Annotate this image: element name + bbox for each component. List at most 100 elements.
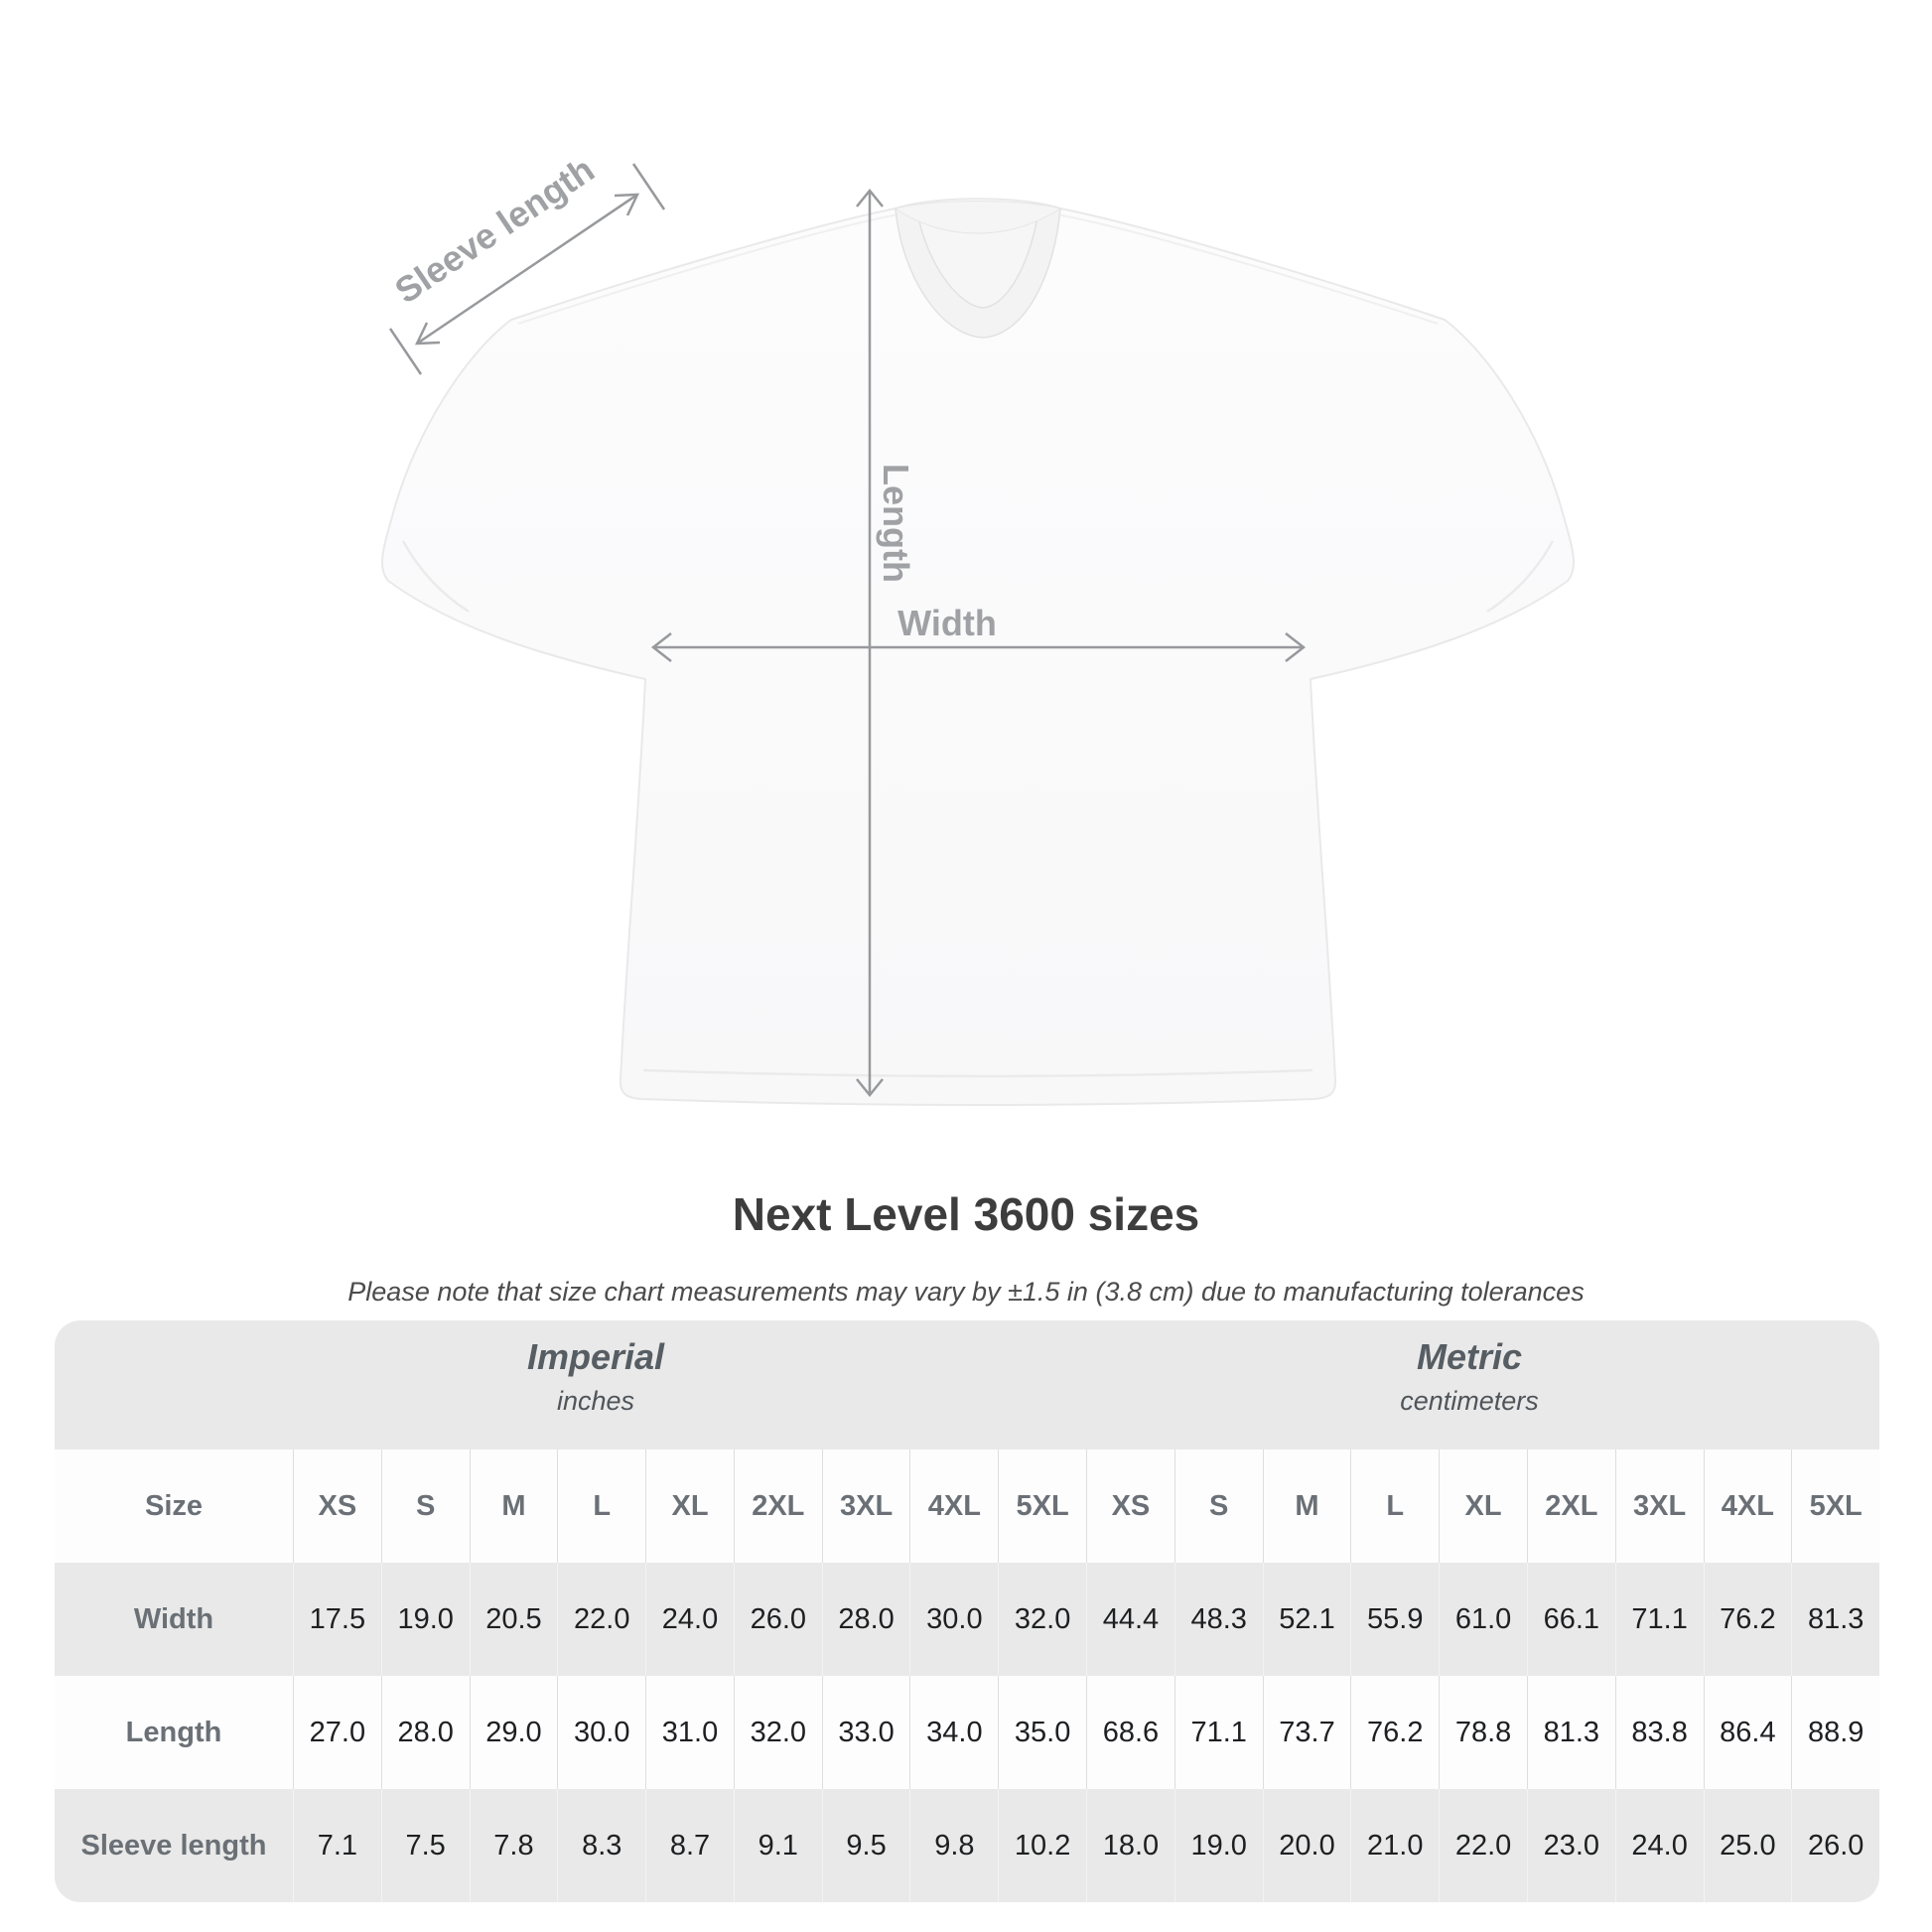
table-cell: 48.3 [1173, 1563, 1263, 1676]
table-cell: 9.5 [821, 1789, 910, 1902]
table-cell: 32.0 [733, 1676, 822, 1789]
size-column-header: XS [1086, 1449, 1174, 1563]
size-column-header: 5XL [998, 1449, 1086, 1563]
size-table: Size XS S M L XL 2XL 3XL 4XL 5XL XS S M L XL 2XL 3XL 4XL 5… [55, 1449, 1879, 1902]
size-column-header: S [380, 1449, 470, 1563]
size-column-header: 2XL [733, 1449, 822, 1563]
table-cell: 22.0 [557, 1563, 645, 1676]
table-cell: 7.1 [293, 1789, 381, 1902]
table-cell: 23.0 [1526, 1789, 1615, 1902]
table-cell: 24.0 [1614, 1789, 1704, 1902]
width-label: Width [897, 603, 997, 643]
metric-unit-label: centimeters [1400, 1386, 1539, 1416]
table-cell: 18.0 [1086, 1789, 1174, 1902]
table-cell: 55.9 [1350, 1563, 1439, 1676]
table-cell: 81.3 [1526, 1676, 1615, 1789]
table-cell: 19.0 [1173, 1789, 1263, 1902]
table-cell: 73.7 [1262, 1676, 1351, 1789]
table-cell: 8.7 [645, 1789, 734, 1902]
size-column-header: XS [293, 1449, 381, 1563]
table-cell: 66.1 [1526, 1563, 1615, 1676]
table-cell: 17.5 [293, 1563, 381, 1676]
imperial-group-header: Imperial inches [397, 1320, 794, 1449]
row-label: Length [125, 1716, 222, 1748]
size-column-header: S [1173, 1449, 1263, 1563]
sleeve-stitch-right [1486, 540, 1555, 614]
table-cell: 86.4 [1703, 1676, 1792, 1789]
hem-stitch [642, 1068, 1313, 1078]
table-cell: 81.3 [1791, 1563, 1879, 1676]
shoulder-seam-right [1056, 213, 1439, 325]
row-label: Width [133, 1602, 214, 1635]
table-cell: 7.8 [469, 1789, 558, 1902]
length-arrow [856, 189, 884, 1097]
size-column-header: M [469, 1449, 558, 1563]
table-cell: 34.0 [909, 1676, 998, 1789]
table-cell: 10.2 [998, 1789, 1086, 1902]
size-column-header: 2XL [1526, 1449, 1615, 1563]
table-cell: 26.0 [1791, 1789, 1879, 1902]
row-label: Sleeve length [80, 1829, 267, 1862]
table-cell: 44.4 [1086, 1563, 1174, 1676]
table-cell: 21.0 [1350, 1789, 1439, 1902]
table-cell: 33.0 [821, 1676, 910, 1789]
size-column-header: 4XL [1703, 1449, 1792, 1563]
size-column-header: 5XL [1791, 1449, 1879, 1563]
table-cell: 28.0 [821, 1563, 910, 1676]
sleeve-length-arrow [388, 163, 666, 375]
size-table-panel: Imperial inches Metric centimeters Size X… [55, 1320, 1879, 1902]
size-column-header: L [557, 1449, 645, 1563]
table-cell: 83.8 [1614, 1676, 1704, 1789]
table-cell: 28.0 [380, 1676, 470, 1789]
table-cell: 78.8 [1439, 1676, 1527, 1789]
tolerance-note: Please note that size chart measurements… [347, 1277, 1585, 1307]
size-column-header: L [1350, 1449, 1439, 1563]
sleeve-stitch-left [401, 540, 470, 614]
table-cell: 25.0 [1703, 1789, 1792, 1902]
page-title: Next Level 3600 sizes [732, 1188, 1200, 1240]
size-column-header: 3XL [1614, 1449, 1704, 1563]
table-cell: 27.0 [293, 1676, 381, 1789]
table-cell: 30.0 [557, 1676, 645, 1789]
table-cell: 20.0 [1262, 1789, 1351, 1902]
imperial-unit-label: inches [556, 1386, 635, 1416]
table-row: Sleeve length 7.1 7.5 7.8 8.3 8.7 9.1 9.5 9.8 10.… [55, 1789, 1879, 1902]
table-row: Width 17.5 19.0 20.5 22.0 24.0 26.0 28.0 30.0 32.… [55, 1563, 1879, 1676]
table-cell: 7.5 [380, 1789, 470, 1902]
table-cell: 35.0 [998, 1676, 1086, 1789]
table-cell: 71.1 [1173, 1676, 1263, 1789]
table-cell: 61.0 [1439, 1563, 1527, 1676]
table-cell: 32.0 [998, 1563, 1086, 1676]
table-cell: 30.0 [909, 1563, 998, 1676]
table-cell: 9.8 [909, 1789, 998, 1902]
table-cell: 76.2 [1703, 1563, 1792, 1676]
table-cell: 19.0 [380, 1563, 470, 1676]
tshirt-body [381, 198, 1575, 1106]
size-header-cell: Size [144, 1489, 204, 1522]
shoulder-seam-left [517, 213, 899, 325]
table-cell: 68.6 [1086, 1676, 1174, 1789]
table-cell: 24.0 [645, 1563, 734, 1676]
table-cell: 29.0 [469, 1676, 558, 1789]
size-header-row: Size XS S M L XL 2XL 3XL 4XL 5XL XS S M L XL 2XL 3XL 4XL 5… [55, 1449, 1879, 1563]
size-column-header: M [1262, 1449, 1351, 1563]
table-cell: 71.1 [1614, 1563, 1704, 1676]
table-cell: 20.5 [469, 1563, 558, 1676]
table-cell: 26.0 [733, 1563, 822, 1676]
table-row: Length 27.0 28.0 29.0 30.0 31.0 32.0 33.0 34.0 35… [55, 1676, 1879, 1789]
table-cell: 8.3 [557, 1789, 645, 1902]
sleeve-length-label: Sleeve length [387, 149, 601, 312]
tshirt-diagram: Sleeve length Length Width [381, 149, 1575, 1106]
table-cell: 52.1 [1262, 1563, 1351, 1676]
imperial-label: Imperial [526, 1336, 665, 1377]
table-cell: 22.0 [1439, 1789, 1527, 1902]
width-arrow [650, 632, 1307, 662]
length-label: Length [876, 464, 916, 583]
table-cell: 88.9 [1791, 1676, 1879, 1789]
size-column-header: 3XL [821, 1449, 910, 1563]
size-column-header: XL [1439, 1449, 1527, 1563]
table-cell: 31.0 [645, 1676, 734, 1789]
metric-label: Metric [1416, 1336, 1523, 1377]
size-column-header: 4XL [909, 1449, 998, 1563]
